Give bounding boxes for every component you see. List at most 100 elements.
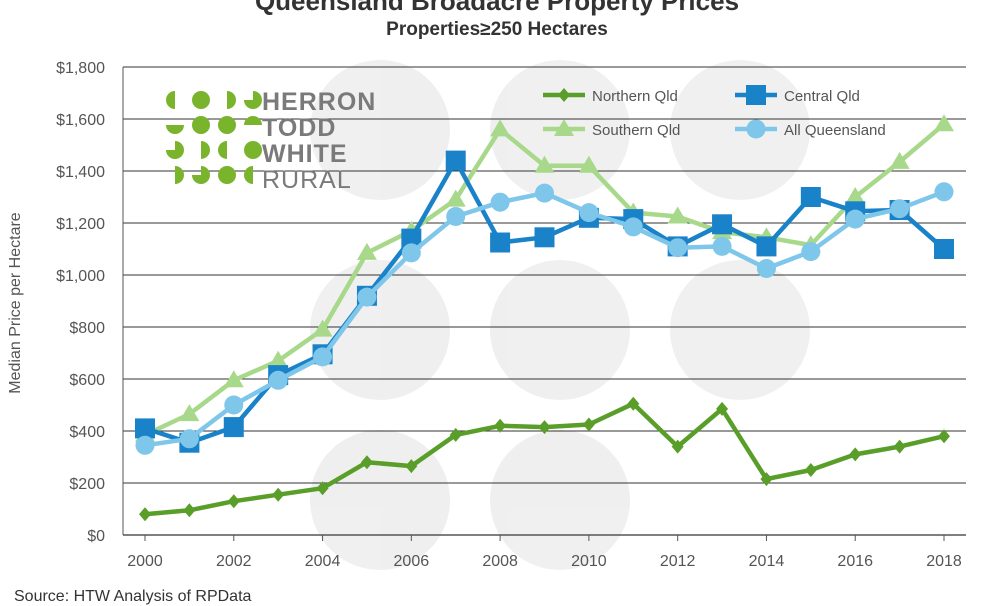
- logo-mark: [166, 91, 262, 184]
- x-tick-label-8: 2016: [837, 553, 873, 570]
- data-point-2012: [671, 439, 684, 454]
- data-point-2005: [360, 455, 373, 470]
- logo-dot-0-2: [227, 91, 236, 109]
- data-point-2002: [223, 417, 244, 438]
- legend-marker: [554, 119, 574, 136]
- x-tick-label-4: 2008: [482, 553, 518, 570]
- logo-dot-2-1: [201, 141, 210, 159]
- data-point-2004: [316, 481, 329, 496]
- data-point-2010: [582, 417, 595, 432]
- y-tick-label-0: $0: [87, 528, 105, 545]
- y-tick-label-1: $200: [69, 476, 105, 493]
- x-axis-ticks: 2000 2002 2004 2006 2008 2010 2012 2014 2016 2018: [127, 535, 962, 570]
- data-point-2012: [668, 238, 688, 258]
- series-lines: [135, 114, 954, 522]
- data-point-2017: [893, 439, 906, 454]
- data-point-2002: [224, 395, 244, 415]
- chart-title: Queensland Broadacre Property Prices: [254, 0, 740, 16]
- data-point-2000: [139, 507, 151, 522]
- data-point-2009: [534, 227, 555, 248]
- y-tick-label-6: $1,200: [56, 216, 105, 233]
- logo-dot-2-2: [218, 141, 227, 159]
- data-point-2015: [800, 187, 821, 207]
- data-point-2016: [849, 447, 862, 462]
- data-point-2011: [623, 217, 643, 237]
- data-point-2013: [716, 401, 729, 416]
- y-tick-label-3: $600: [69, 372, 105, 389]
- data-point-2002: [223, 370, 244, 388]
- legend-label: Central Qld: [784, 88, 860, 105]
- logo-dot-3-2: [218, 166, 236, 184]
- data-point-2000: [135, 418, 155, 439]
- legend-marker: [746, 85, 766, 105]
- data-point-2007: [445, 189, 466, 207]
- y-axis-ticks: $0 $200 $400 $600 $800 $1,000 $1,200 $1,400 $1,6…: [56, 60, 105, 545]
- legend-marker: [558, 88, 570, 102]
- data-point-2005: [356, 242, 377, 260]
- watermark-shape-5: [670, 260, 810, 400]
- data-point-2007: [446, 207, 466, 226]
- data-point-2008: [490, 119, 511, 137]
- data-point-2015: [801, 242, 821, 262]
- data-point-2002: [227, 494, 240, 509]
- logo-dot-2-3: [244, 141, 262, 159]
- data-point-2009: [534, 155, 555, 173]
- legend-item-northern-qld: Northern Qld: [543, 88, 678, 105]
- watermark-shape-7: [490, 430, 630, 570]
- logo-dot-1-2: [218, 116, 236, 134]
- data-point-2016: [845, 187, 866, 204]
- y-tick-label-5: $1,000: [56, 268, 105, 285]
- data-point-2005: [357, 287, 377, 307]
- x-tick-label-1: 2002: [216, 553, 252, 570]
- data-point-2009: [535, 183, 554, 203]
- data-point-2008: [490, 192, 510, 212]
- data-point-2007: [449, 427, 462, 442]
- logo-dot-0-1: [192, 91, 210, 109]
- data-point-2018: [934, 239, 954, 259]
- legend-label: All Queensland: [784, 122, 886, 139]
- logo-line-4: RURAL: [262, 166, 352, 194]
- legend-item-southern-qld: Southern Qld: [543, 119, 680, 139]
- logo-dot-1-3: [244, 116, 262, 125]
- data-point-2014: [756, 259, 776, 278]
- data-point-2013: [712, 236, 732, 256]
- data-point-2007: [445, 150, 466, 171]
- y-axis-label: Median Price per Hectare: [7, 212, 24, 394]
- data-point-2006: [405, 459, 418, 474]
- data-point-2003: [268, 350, 289, 368]
- data-point-2017: [890, 199, 910, 219]
- x-tick-label-5: 2010: [571, 553, 607, 570]
- data-point-2010: [579, 203, 599, 223]
- data-point-2015: [804, 463, 817, 477]
- logo-line-1: HERRON: [262, 88, 376, 116]
- data-point-2018: [934, 182, 954, 202]
- data-point-2010: [578, 155, 599, 173]
- data-point-2013: [712, 214, 733, 235]
- data-point-2008: [490, 232, 511, 253]
- data-point-2003: [272, 487, 285, 502]
- data-point-2009: [538, 420, 551, 435]
- data-point-2012: [667, 206, 688, 224]
- logo-dot-2-0: [166, 141, 184, 159]
- data-point-2008: [494, 418, 507, 433]
- chart-subtitle: Properties≥250 Hectares: [386, 19, 608, 40]
- data-point-2001: [183, 503, 196, 518]
- logo-dot-0-3: [244, 91, 262, 109]
- data-point-2000: [135, 435, 155, 455]
- x-tick-label-3: 2006: [394, 553, 430, 570]
- watermark-pattern: [310, 60, 810, 570]
- data-point-2014: [756, 236, 777, 257]
- logo-dot-3-1: [192, 166, 210, 184]
- data-point-2003: [268, 370, 288, 390]
- legend-label: Southern Qld: [592, 122, 680, 139]
- x-tick-label-9: 2018: [926, 553, 962, 570]
- data-point-2014: [760, 472, 773, 487]
- logo-dot-0-0: [166, 91, 175, 109]
- series-all-queensland: [135, 182, 954, 455]
- data-point-2016: [845, 209, 865, 229]
- logo-dot-3-3: [244, 166, 253, 184]
- data-point-2006: [401, 228, 422, 249]
- logo-dot-1-1: [192, 116, 210, 134]
- logo-line-2: TODD: [262, 114, 336, 142]
